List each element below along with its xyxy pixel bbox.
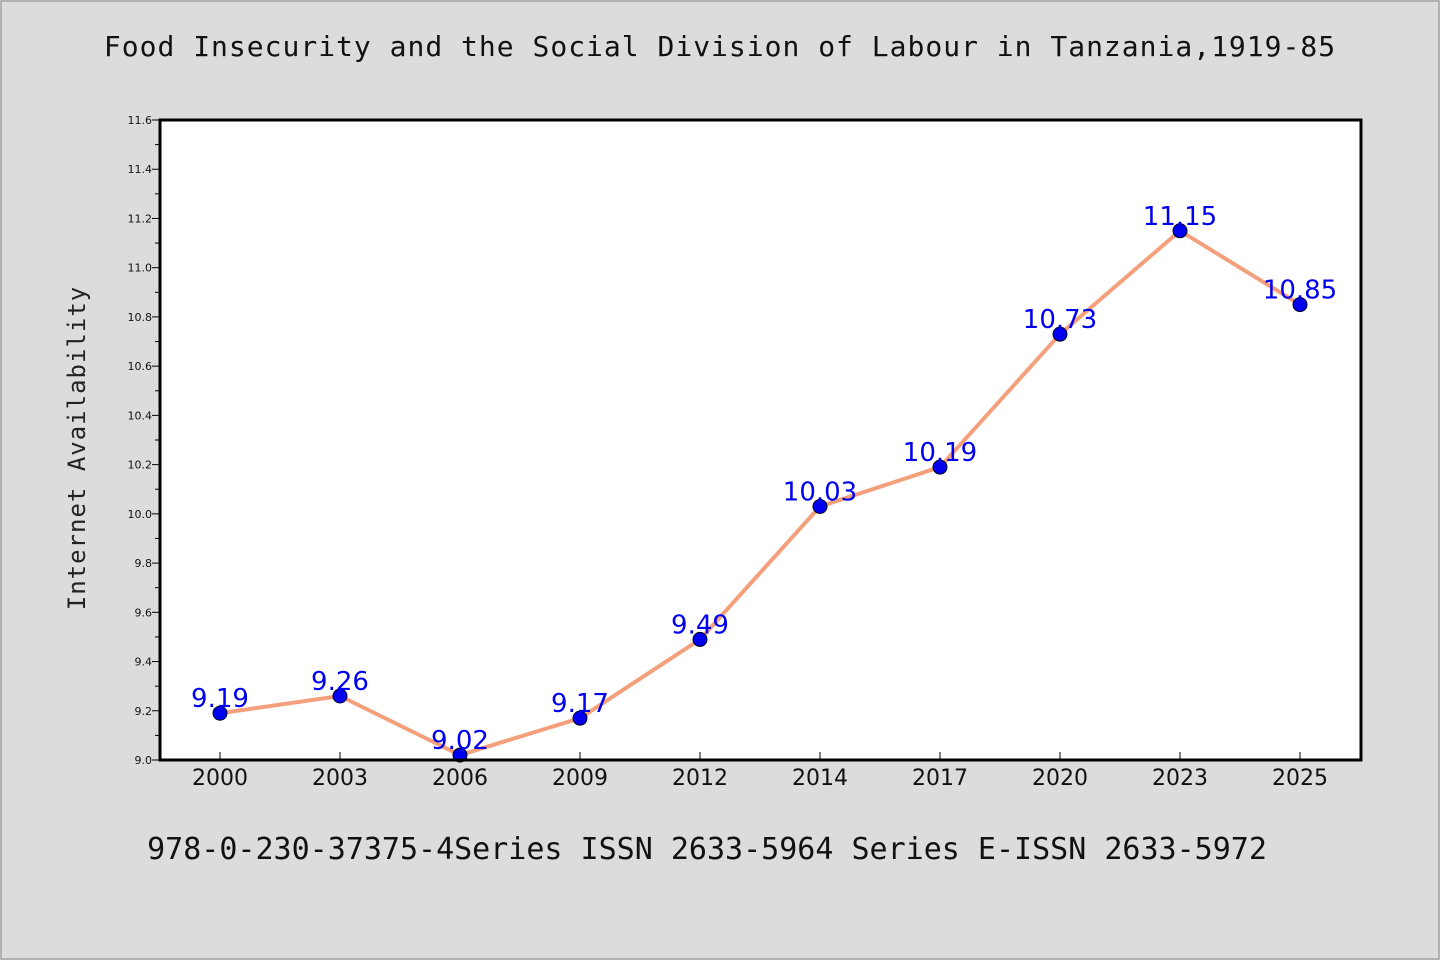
y-tick-label: 10.8 xyxy=(128,311,153,324)
data-labels-group: 9.19 9.26 9.02 9.17 9.49 10.03 10.19 10.73 11.15… xyxy=(191,202,1337,756)
data-label: 9.17 xyxy=(551,689,609,719)
y-tick-label: 9.4 xyxy=(135,656,153,669)
data-label: 9.02 xyxy=(431,726,489,756)
data-point xyxy=(1052,326,1068,342)
data-point xyxy=(572,710,588,726)
series-line-group xyxy=(219,228,1302,758)
x-tick-label: 2009 xyxy=(552,766,608,791)
data-point xyxy=(1292,297,1308,313)
y-tick-label: 10.6 xyxy=(128,360,153,373)
y-tick-label: 11.4 xyxy=(128,163,153,176)
markers-group xyxy=(212,223,1308,763)
data-point xyxy=(212,705,228,721)
x-tick-label: 2014 xyxy=(792,766,848,791)
y-axis: 9.0 9.2 9.4 9.6 9.8 10.0 10.2 10.4 10.6 10.8 11.0 1… xyxy=(128,114,160,767)
x-tick-label: 2012 xyxy=(672,766,728,791)
x-axis: 2000 2003 2006 2009 2012 2014 2017 2020 2023 2025 xyxy=(192,752,1328,791)
data-label: 10.85 xyxy=(1263,276,1337,306)
footer-text: 978-0-230-37375-4Series ISSN 2633-5964 S… xyxy=(147,832,1267,867)
data-label: 9.19 xyxy=(191,684,249,714)
x-tick-label: 2006 xyxy=(432,766,488,791)
data-label: 10.03 xyxy=(783,477,857,507)
chart-title: Food Insecurity and the Social Division … xyxy=(103,30,1337,63)
x-tick-label: 2025 xyxy=(1272,766,1328,791)
data-label: 10.19 xyxy=(903,438,977,468)
data-point xyxy=(1172,223,1188,239)
series-line xyxy=(219,228,1302,758)
y-tick-label: 10.4 xyxy=(128,409,153,422)
plot-frame xyxy=(158,118,1363,762)
y-tick-label: 10.0 xyxy=(128,508,153,521)
y-tick-label: 11.0 xyxy=(128,262,153,275)
data-point xyxy=(932,459,948,475)
data-label: 10.73 xyxy=(1023,305,1097,335)
x-tick-label: 2017 xyxy=(912,766,968,791)
data-point xyxy=(812,498,828,514)
x-tick-label: 2023 xyxy=(1152,766,1208,791)
data-label: 9.49 xyxy=(671,610,729,640)
y-tick-label: 10.2 xyxy=(128,459,153,472)
x-tick-label: 2000 xyxy=(192,766,248,791)
plot-area xyxy=(160,120,1361,760)
data-label: 11.15 xyxy=(1143,202,1217,232)
y-tick-label: 9.6 xyxy=(135,606,153,619)
y-tick-label: 9.8 xyxy=(135,557,153,570)
y-tick-label: 9.2 xyxy=(135,705,153,718)
y-axis-label: Internet Availability xyxy=(63,286,91,610)
data-point xyxy=(332,688,348,704)
x-tick-label: 2020 xyxy=(1032,766,1088,791)
y-tick-label: 11.2 xyxy=(128,212,153,225)
y-tick-label: 11.6 xyxy=(128,114,153,127)
data-label: 9.26 xyxy=(311,667,369,697)
data-point xyxy=(692,631,708,647)
x-tick-label: 2003 xyxy=(312,766,368,791)
y-tick-label: 9.0 xyxy=(135,754,153,767)
